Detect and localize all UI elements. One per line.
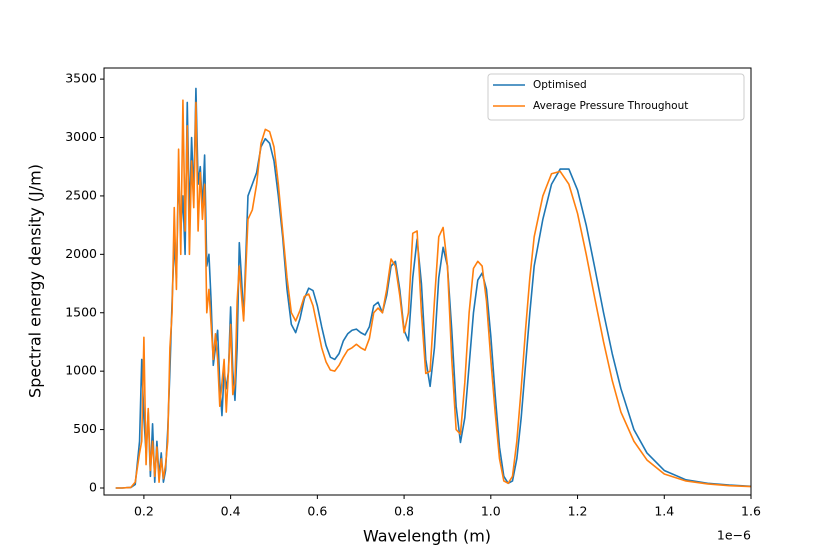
x-tick-label: 1.2	[568, 504, 588, 519]
x-axis-label: Wavelength (m)	[363, 527, 491, 546]
y-tick-label: 1500	[65, 304, 97, 319]
x-tick-label: 1.6	[741, 504, 761, 519]
y-tick-label: 2500	[65, 187, 97, 202]
y-tick-label: 1000	[65, 363, 97, 378]
series-line	[115, 87, 751, 489]
x-tick-label: 1.0	[481, 504, 501, 519]
x-offset-label: 1e−6	[717, 528, 751, 543]
legend-label: Optimised	[533, 79, 587, 91]
x-tick-label: 1.4	[654, 504, 674, 519]
y-tick-label: 0	[89, 479, 97, 494]
legend-label: Average Pressure Throughout	[533, 100, 688, 112]
x-tick-label: 0.8	[394, 504, 414, 519]
series-line	[115, 99, 751, 489]
y-tick-label: 2000	[65, 246, 97, 261]
y-tick-label: 3000	[65, 129, 97, 144]
legend-box	[487, 73, 745, 121]
x-tick-label: 0.4	[221, 504, 241, 519]
y-tick-label: 3500	[65, 71, 97, 86]
y-axis-label: Spectral energy density (J/m)	[26, 164, 45, 398]
x-tick-label: 0.6	[307, 504, 327, 519]
x-tick-label: 0.2	[134, 504, 154, 519]
y-tick-label: 500	[73, 421, 97, 436]
plot-frame	[103, 67, 752, 496]
